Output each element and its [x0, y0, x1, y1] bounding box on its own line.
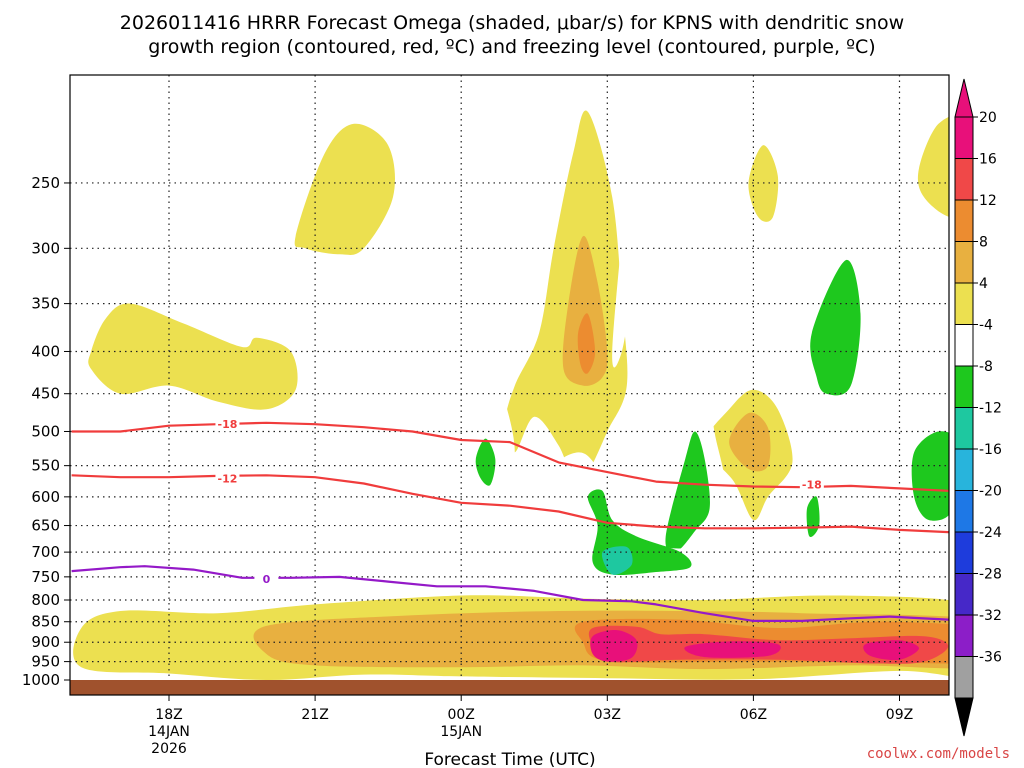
colorbar-label--4: -4 [979, 318, 993, 334]
colorbar-label-20: 20 [979, 110, 997, 126]
y-tick-label-550: 550 [31, 457, 60, 475]
colorbar-label-4: 4 [979, 276, 988, 292]
omega-region-green-right-big [753, 248, 949, 548]
gridlines [70, 75, 949, 680]
omega-region-upper-mid-blob [294, 123, 395, 255]
colorbar-bin--32 [954, 614, 974, 657]
colorbar-label-16: 16 [979, 152, 997, 168]
omega-region-upper-left-blob [88, 303, 298, 410]
colorbar-bin--24 [954, 531, 974, 574]
omega-region-green-0z [450, 364, 515, 515]
chart-title-line2: growth region (contoured, red, ºC) and f… [148, 36, 875, 58]
y-tick-label-600: 600 [31, 488, 60, 506]
omega-region-green-right-big-8b [911, 431, 949, 521]
temperature-contours: -18 -18 -12 0 [71, 417, 949, 622]
y-tick-label-400: 400 [31, 342, 60, 360]
colorbar-bin--16 [954, 448, 974, 491]
colorbar-label-8: 8 [979, 235, 988, 251]
colorbar-top-arrow [954, 78, 974, 118]
isotherm-label-0: 0 [263, 573, 271, 586]
y-tick-label-1000: 1000 [22, 671, 60, 689]
y-tick-label-850: 850 [31, 613, 60, 631]
colorbar-bin--4 [954, 324, 974, 367]
omega-region-green-center-bottom-16 [601, 546, 633, 575]
omega-region-green-04z-tower-12 [665, 431, 710, 553]
colorbar-bin--36 [954, 656, 974, 699]
colorbar-label--36: -36 [979, 650, 1002, 666]
colorbar-label--8: -8 [979, 359, 993, 375]
x-tick-label-09Z: 09Z [886, 707, 913, 723]
omega-region-core-03z [590, 629, 638, 662]
colorbar-label--16: -16 [979, 442, 1002, 458]
x-tick-label-21Z: 21Z [301, 707, 328, 723]
isotherm-label-bg [254, 572, 279, 587]
omega-region-green-top-right [657, 153, 676, 263]
y-tick-label-300: 300 [31, 239, 60, 257]
colorbar-bin--28 [954, 573, 974, 616]
colorbar-bottom-arrow [954, 697, 974, 737]
x-tick-date-15JAN: 15JAN [440, 724, 482, 740]
isotherm-label--18: -18 [218, 418, 238, 431]
isotherm-label--12: -12 [218, 472, 238, 485]
omega-region-green-narrow-03z [612, 111, 652, 368]
x-tick-label-03Z: 03Z [594, 707, 621, 723]
colorbar-label--24: -24 [979, 525, 1002, 541]
y-tick-label-800: 800 [31, 591, 60, 609]
omega-region-upper-rising-plume-12 [577, 313, 596, 374]
colorbar-bin--8 [954, 365, 974, 408]
omega-region-top-right-blob [917, 116, 949, 217]
isotherm-label-bg [215, 471, 240, 486]
colorbar-bin-12 [954, 199, 974, 242]
colorbar-bin--12 [954, 407, 974, 450]
ground-layer [70, 680, 949, 695]
omega-region-green-right-big-8 [810, 259, 861, 396]
omega-region-core-05z [684, 641, 781, 658]
isotherm-label--18: -18 [802, 479, 822, 492]
x-axis-label: Forecast Time (UTC) [424, 750, 595, 768]
credit-label: coolwx.com/models [867, 746, 1010, 762]
y-tick-label-950: 950 [31, 653, 60, 671]
colorbar-label-12: 12 [979, 193, 997, 209]
chart-title-line1: 2026011416 HRRR Forecast Omega (shaded, … [120, 12, 904, 34]
colorbar-label--12: -12 [979, 401, 1002, 417]
colorbar-label--20: -20 [979, 484, 1002, 500]
colorbar-bin--20 [954, 490, 974, 533]
omega-region-mid-right-blob-8 [729, 412, 771, 472]
x-tick-label-18Z: 18Z [155, 707, 182, 723]
colorbar-bin-20 [954, 116, 974, 159]
x-tick-label-00Z: 00Z [447, 707, 474, 723]
omega-region-left-sinking [79, 481, 386, 553]
omega-region-core-08z [863, 640, 919, 661]
y-tick-label-700: 700 [31, 543, 60, 561]
x-tick-year-2026: 2026 [151, 741, 187, 757]
omega-region-upper-rising-plume [505, 110, 628, 481]
y-tick-label-650: 650 [31, 517, 60, 535]
y-tick-label-750: 750 [31, 568, 60, 586]
omega-region-upper-rising-plume-8 [562, 235, 608, 386]
pressure-axis: 250 300 350 400 450 500 550 600 650 700 750 800 850 9… [22, 174, 70, 689]
colorbar-legend: 20 16 12 8 4 -4 -8 -12 -16 -20 -24 -28 -32 -36 [954, 78, 1002, 737]
isotherm-label-bg [215, 417, 240, 432]
isotherm-label-bg [799, 477, 824, 492]
x-tick-label-06Z: 06Z [740, 707, 767, 723]
colorbar-label--28: -28 [979, 567, 1002, 583]
omega-region-green-0z-12 [475, 438, 496, 486]
x-tick-date-14JAN: 14JAN [148, 724, 190, 740]
y-tick-label-900: 900 [31, 633, 60, 651]
colorbar-label--32: -32 [979, 608, 1002, 624]
y-tick-label-450: 450 [31, 385, 60, 403]
y-tick-label-500: 500 [31, 422, 60, 440]
omega-region-tiny-green-upper-left [110, 223, 126, 272]
colorbar-bin-8 [954, 241, 974, 284]
colorbar-bin-16 [954, 158, 974, 201]
plot-frame [69, 74, 950, 696]
y-tick-label-250: 250 [31, 174, 60, 192]
omega-region-small-green-midleft [446, 521, 477, 558]
colorbar-bin-4 [954, 282, 974, 325]
isotherm-line-0 [71, 565, 949, 622]
y-tick-label-350: 350 [31, 295, 60, 313]
